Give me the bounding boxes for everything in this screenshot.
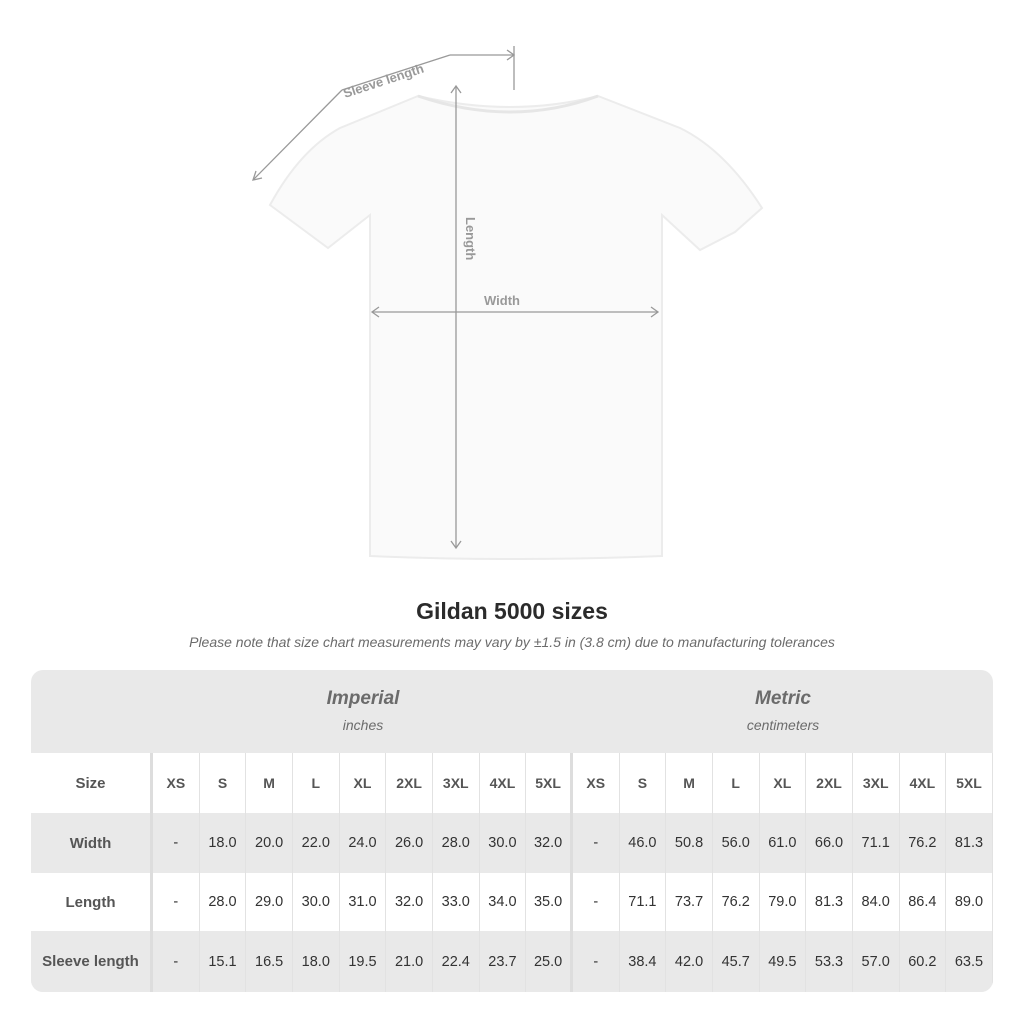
imperial-size-header: S bbox=[200, 753, 247, 813]
table-row: Width -18.0 20.0 22.0 24.0 26.0 28.0 30.0 32.0-4… bbox=[31, 813, 993, 873]
metric-value-cell: 79.0 bbox=[760, 873, 807, 931]
imperial-size-header: L bbox=[293, 753, 340, 813]
metric-value-cell: 56.0 bbox=[713, 813, 760, 873]
table-row: Sleeve length -15.1 16.5 18.0 19.5 21.0 22.4 23… bbox=[31, 931, 993, 992]
metric-value-cell: 81.3 bbox=[946, 813, 993, 873]
imperial-value-cell: 25.0 bbox=[526, 931, 573, 992]
imperial-value-cell: 22.0 bbox=[293, 813, 340, 873]
imperial-value-cell: 19.5 bbox=[340, 931, 387, 992]
imperial-size-header: M bbox=[246, 753, 293, 813]
metric-value-cell: - bbox=[573, 813, 620, 873]
tolerance-note: Please note that size chart measurements… bbox=[189, 634, 835, 650]
tshirt-shape bbox=[268, 94, 764, 560]
imperial-value-cell: - bbox=[153, 873, 200, 931]
metric-value-cell: 76.2 bbox=[713, 873, 760, 931]
imperial-value-cell: 24.0 bbox=[340, 813, 387, 873]
metric-value-cell: 71.1 bbox=[853, 813, 900, 873]
size-header-row: Size XS S M L XL 2XL 3XL 4XL 5XL XS S M L XL 2XL 3XL 4XL… bbox=[31, 753, 993, 813]
size-table: Imperial inches Metric centimeters Size … bbox=[31, 670, 993, 992]
imperial-value-cell: 35.0 bbox=[526, 873, 573, 931]
imperial-value-cell: 29.0 bbox=[246, 873, 293, 931]
metric-value-cell: 86.4 bbox=[900, 873, 947, 931]
imperial-value-cell: 18.0 bbox=[200, 813, 247, 873]
imperial-value-cell: 15.1 bbox=[200, 931, 247, 992]
row-label: Sleeve length bbox=[31, 931, 153, 992]
metric-value-cell: 49.5 bbox=[760, 931, 807, 992]
metric-size-header: 4XL bbox=[900, 753, 947, 813]
row-label: Length bbox=[31, 873, 153, 931]
imperial-value-cell: 26.0 bbox=[386, 813, 433, 873]
imperial-size-header: 5XL bbox=[526, 753, 573, 813]
imperial-heading: Imperial bbox=[326, 688, 400, 709]
imperial-size-header: 2XL bbox=[386, 753, 433, 813]
sleeve-length-label: Sleeve length bbox=[341, 61, 425, 101]
size-label: Size bbox=[31, 753, 153, 813]
imperial-value-cell: 18.0 bbox=[293, 931, 340, 992]
page-title: Gildan 5000 sizes bbox=[416, 598, 608, 624]
metric-value-cell: 42.0 bbox=[666, 931, 713, 992]
imperial-value-cell: 28.0 bbox=[433, 813, 480, 873]
imperial-size-header: 3XL bbox=[433, 753, 480, 813]
imperial-value-cell: 31.0 bbox=[340, 873, 387, 931]
imperial-size-header: XS bbox=[153, 753, 200, 813]
metric-size-header: L bbox=[713, 753, 760, 813]
metric-value-cell: 50.8 bbox=[666, 813, 713, 873]
imperial-value-cell: 32.0 bbox=[526, 813, 573, 873]
metric-size-header: S bbox=[620, 753, 667, 813]
metric-size-header: M bbox=[666, 753, 713, 813]
imperial-value-cell: 33.0 bbox=[433, 873, 480, 931]
imperial-value-cell: 23.7 bbox=[480, 931, 527, 992]
metric-header: Metric centimeters bbox=[573, 670, 993, 753]
metric-size-header: XL bbox=[760, 753, 807, 813]
width-label: Width bbox=[484, 293, 520, 308]
imperial-unit: inches bbox=[342, 717, 384, 733]
imperial-value-cell: 30.0 bbox=[293, 873, 340, 931]
imperial-value-cell: 20.0 bbox=[246, 813, 293, 873]
metric-value-cell: 63.5 bbox=[946, 931, 993, 992]
metric-value-cell: 57.0 bbox=[853, 931, 900, 992]
metric-value-cell: 53.3 bbox=[806, 931, 853, 992]
metric-value-cell: 71.1 bbox=[620, 873, 667, 931]
imperial-size-header: XL bbox=[340, 753, 387, 813]
imperial-size-header: 4XL bbox=[480, 753, 527, 813]
metric-value-cell: 61.0 bbox=[760, 813, 807, 873]
metric-unit: centimeters bbox=[746, 717, 820, 733]
measurement-lines bbox=[252, 46, 660, 550]
tshirt-diagram: Sleeve length Length Width bbox=[252, 46, 764, 560]
table-row: Length -28.0 29.0 30.0 31.0 32.0 33.0 34.0 35.0-… bbox=[31, 873, 993, 931]
metric-heading: Metric bbox=[755, 688, 811, 709]
imperial-value-cell: - bbox=[153, 931, 200, 992]
imperial-value-cell: 34.0 bbox=[480, 873, 527, 931]
metric-size-header: 3XL bbox=[853, 753, 900, 813]
metric-value-cell: 84.0 bbox=[853, 873, 900, 931]
metric-value-cell: 46.0 bbox=[620, 813, 667, 873]
metric-size-header: 2XL bbox=[806, 753, 853, 813]
imperial-value-cell: - bbox=[153, 813, 200, 873]
metric-value-cell: 89.0 bbox=[946, 873, 993, 931]
metric-value-cell: - bbox=[573, 931, 620, 992]
metric-value-cell: 60.2 bbox=[900, 931, 947, 992]
imperial-value-cell: 28.0 bbox=[200, 873, 247, 931]
imperial-value-cell: 21.0 bbox=[386, 931, 433, 992]
metric-value-cell: 38.4 bbox=[620, 931, 667, 992]
metric-size-header: 5XL bbox=[946, 753, 993, 813]
imperial-header: Imperial inches bbox=[153, 670, 573, 753]
metric-value-cell: 66.0 bbox=[806, 813, 853, 873]
imperial-value-cell: 30.0 bbox=[480, 813, 527, 873]
row-label: Width bbox=[31, 813, 153, 873]
metric-value-cell: - bbox=[573, 873, 620, 931]
length-label: Length bbox=[463, 217, 478, 260]
imperial-value-cell: 32.0 bbox=[386, 873, 433, 931]
imperial-value-cell: 22.4 bbox=[433, 931, 480, 992]
metric-size-header: XS bbox=[573, 753, 620, 813]
metric-value-cell: 73.7 bbox=[666, 873, 713, 931]
metric-value-cell: 45.7 bbox=[713, 931, 760, 992]
imperial-value-cell: 16.5 bbox=[246, 931, 293, 992]
metric-value-cell: 76.2 bbox=[900, 813, 947, 873]
metric-value-cell: 81.3 bbox=[806, 873, 853, 931]
